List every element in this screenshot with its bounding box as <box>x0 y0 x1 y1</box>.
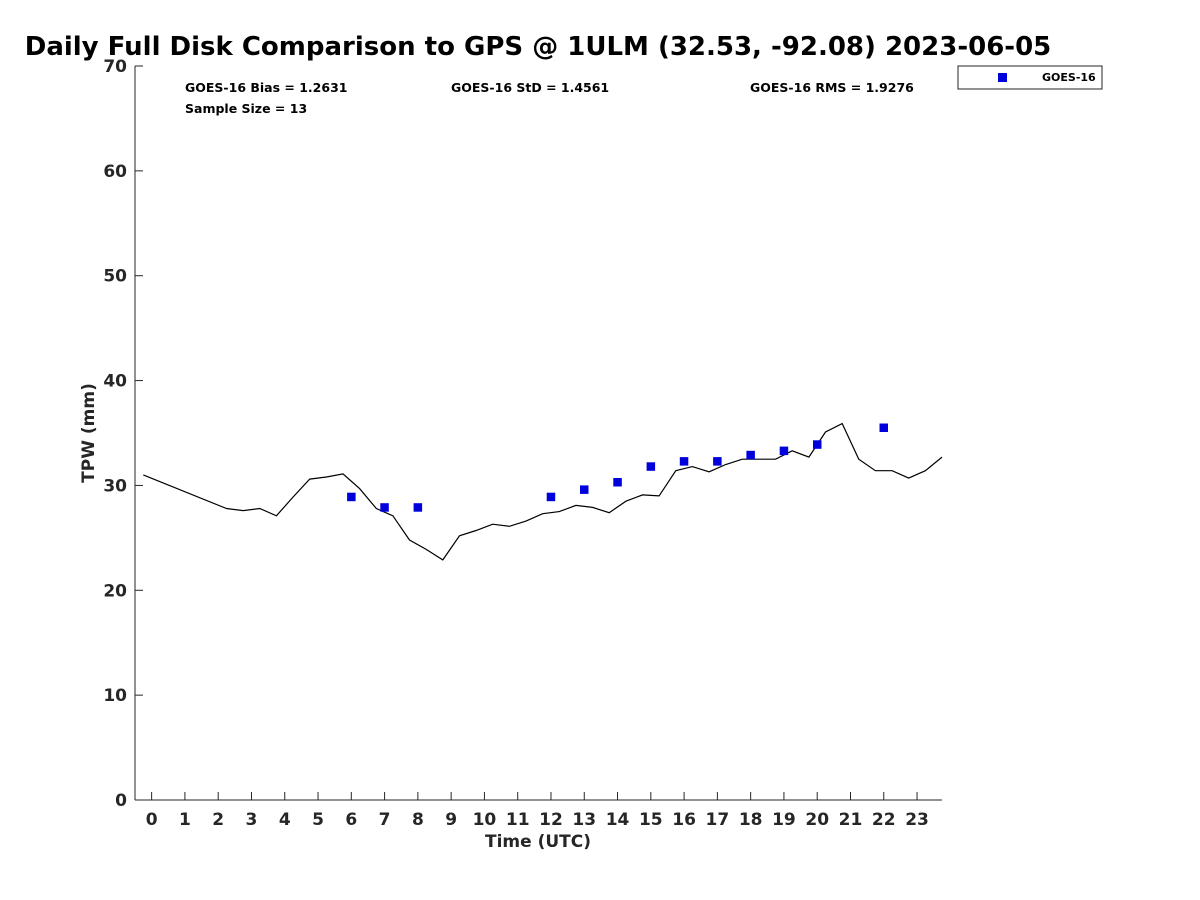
x-tick-label: 15 <box>639 810 663 830</box>
goes-16-point <box>879 423 888 432</box>
y-axis-label: TPW (mm) <box>79 383 99 483</box>
y-tick-label: 30 <box>103 476 127 496</box>
chart-title: Daily Full Disk Comparison to GPS @ 1ULM… <box>25 32 1052 62</box>
std-annotation: GOES-16 StD = 1.4561 <box>451 80 609 95</box>
x-tick-label: 1 <box>179 810 191 830</box>
goes-16-point <box>380 503 389 512</box>
x-tick-label: 22 <box>872 810 896 830</box>
y-tick-label: 70 <box>103 57 127 77</box>
x-tick-label: 9 <box>445 810 457 830</box>
x-axis-label: Time (UTC) <box>485 832 591 852</box>
y-tick-label: 40 <box>103 372 127 392</box>
x-tick-label: 10 <box>473 810 497 830</box>
y-axis-ticks: 0 10 20 30 40 50 60 70 <box>103 57 143 811</box>
goes-16-point <box>580 485 589 494</box>
goes-16-point <box>413 503 423 512</box>
stats-annotations: GOES-16 Bias = 1.2631 GOES-16 StD = 1.45… <box>185 80 914 116</box>
x-tick-label: 7 <box>379 810 391 830</box>
y-tick-label: 10 <box>103 686 127 706</box>
x-tick-label: 5 <box>312 810 324 830</box>
x-tick-label: 16 <box>672 810 696 830</box>
x-tick-label: 21 <box>839 810 863 830</box>
bias-annotation: GOES-16 Bias = 1.2631 <box>185 80 347 95</box>
goes-16-series <box>347 423 888 512</box>
y-tick-label: 60 <box>103 162 127 182</box>
x-tick-label: 6 <box>345 810 357 830</box>
x-tick-label: 18 <box>739 810 763 830</box>
legend-box <box>957 65 1103 90</box>
x-tick-label: 14 <box>606 810 630 830</box>
x-tick-label: 23 <box>905 810 929 830</box>
sample-size-annotation: Sample Size = 13 <box>185 101 307 116</box>
goes-16-point <box>713 457 722 466</box>
x-tick-label: 13 <box>572 810 596 830</box>
y-tick-label: 50 <box>103 267 127 287</box>
x-axis-ticks: 0 1 2 3 4 5 6 7 8 9 10 11 12 13 14 15 16 17 18 19 20 21 22 23 <box>146 792 929 830</box>
x-tick-label: 19 <box>772 810 796 830</box>
goes-16-point <box>813 440 822 449</box>
x-tick-label: 12 <box>539 810 563 830</box>
legend-goes-16-label: GOES-16 <box>1042 71 1096 84</box>
x-tick-label: 2 <box>212 810 224 830</box>
goes-16-point <box>646 462 656 471</box>
x-tick-label: 8 <box>412 810 424 830</box>
legend: GOES-16 <box>957 65 1103 90</box>
x-tick-label: 3 <box>246 810 258 830</box>
goes-16-point <box>347 492 356 502</box>
y-tick-label: 0 <box>115 791 127 811</box>
goes-16-point <box>746 450 755 460</box>
goes-16-point <box>546 492 556 502</box>
x-tick-label: 17 <box>706 810 730 830</box>
x-tick-label: 20 <box>805 810 829 830</box>
x-tick-label: 11 <box>506 810 530 830</box>
rms-annotation: GOES-16 RMS = 1.9276 <box>750 80 914 95</box>
goes-16-point <box>613 478 622 487</box>
x-tick-label: 0 <box>146 810 158 830</box>
goes-16-point <box>679 457 689 466</box>
goes-16-point <box>779 446 789 456</box>
x-tick-label: 4 <box>279 810 291 830</box>
y-tick-label: 20 <box>103 581 127 601</box>
legend-goes-16-marker <box>998 73 1007 82</box>
